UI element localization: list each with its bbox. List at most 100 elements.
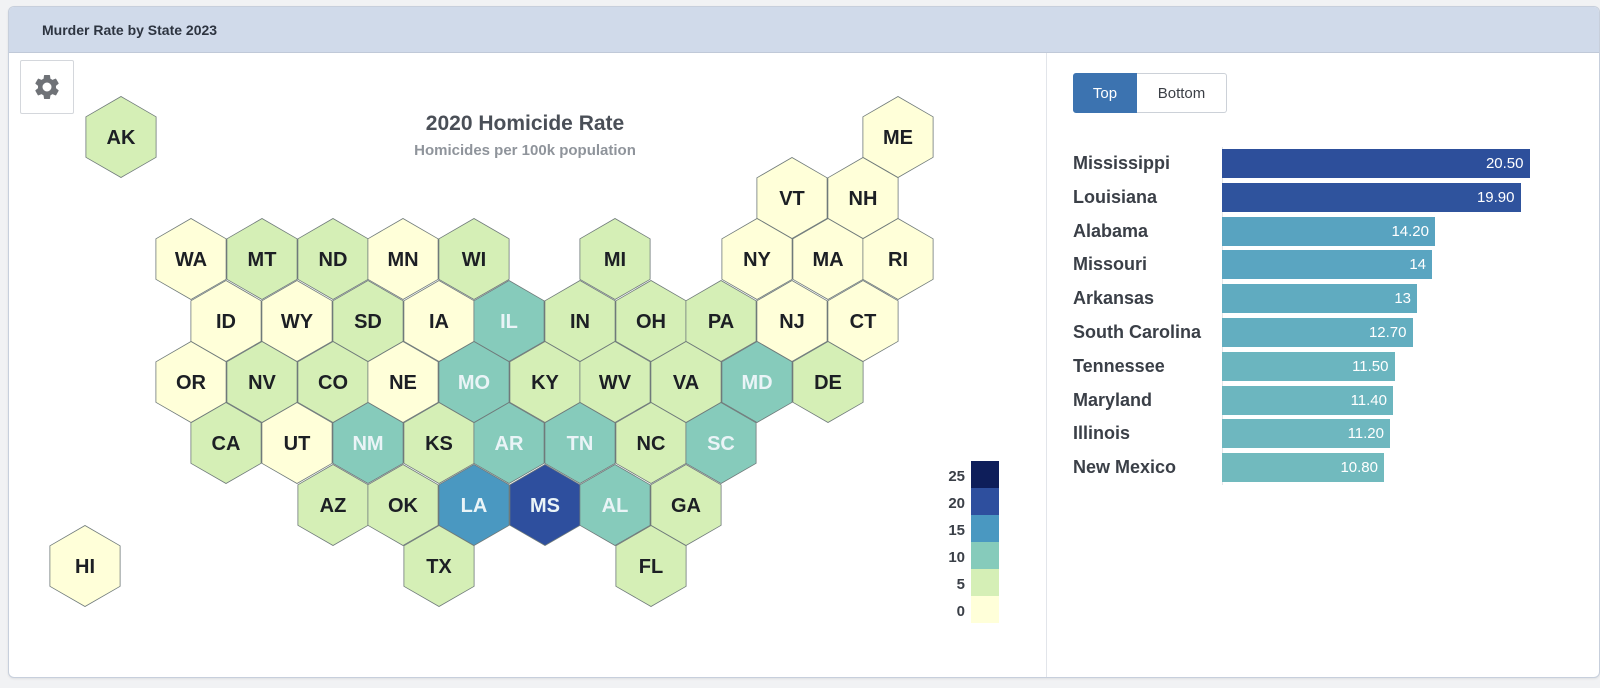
state-hex-shape[interactable] bbox=[579, 218, 651, 300]
map-pane: 2020 Homicide Rate Homicides per 100k po… bbox=[9, 53, 1044, 677]
state-hex-ny[interactable]: NY bbox=[721, 218, 793, 300]
settings-button[interactable] bbox=[20, 60, 74, 114]
state-hex-shape[interactable] bbox=[155, 218, 227, 300]
ranking-row[interactable]: Mississippi 20.50 bbox=[1047, 147, 1599, 181]
state-hex-fl[interactable]: FL bbox=[615, 525, 687, 607]
ranking-bar[interactable]: 12.70 bbox=[1222, 317, 1413, 347]
state-hex-nj[interactable]: NJ bbox=[756, 280, 828, 362]
state-hex-shape[interactable] bbox=[332, 402, 404, 484]
ranking-bar[interactable]: 19.90 bbox=[1222, 182, 1521, 212]
state-hex-ak[interactable]: AK bbox=[85, 96, 157, 178]
legend-tick: 25 bbox=[948, 468, 965, 485]
state-hex-nm[interactable]: NM bbox=[332, 402, 404, 484]
ranking-bar[interactable]: 10.80 bbox=[1222, 453, 1384, 483]
state-hex-oh[interactable]: OH bbox=[615, 280, 687, 362]
state-hex-ri[interactable]: RI bbox=[862, 218, 934, 300]
state-hex-shape[interactable] bbox=[792, 341, 864, 423]
state-hex-ne[interactable]: NE bbox=[367, 341, 439, 423]
state-hex-ky[interactable]: KY bbox=[509, 341, 581, 423]
state-hex-ct[interactable]: CT bbox=[827, 280, 899, 362]
state-hex-tx[interactable]: TX bbox=[403, 525, 475, 607]
state-hex-mn[interactable]: MN bbox=[367, 218, 439, 300]
state-label-tn: TN bbox=[567, 433, 594, 455]
ranking-bar[interactable]: 13 bbox=[1222, 284, 1417, 314]
state-hex-pa[interactable]: PA bbox=[685, 280, 757, 362]
ranking-bar[interactable]: 14 bbox=[1222, 250, 1432, 280]
ranking-row[interactable]: Louisiana 19.90 bbox=[1047, 181, 1599, 215]
state-hex-shape[interactable] bbox=[49, 525, 121, 607]
state-hex-mt[interactable]: MT bbox=[226, 218, 298, 300]
state-hex-il[interactable]: IL bbox=[473, 280, 545, 362]
state-hex-id[interactable]: ID bbox=[190, 280, 262, 362]
state-hex-de[interactable]: DE bbox=[792, 341, 864, 423]
state-hex-mi[interactable]: MI bbox=[579, 218, 651, 300]
state-hex-me[interactable]: ME bbox=[862, 96, 934, 178]
ranking-row[interactable]: New Mexico 10.80 bbox=[1047, 451, 1599, 485]
state-label-pa: PA bbox=[708, 311, 734, 333]
ranking-bar[interactable]: 14.20 bbox=[1222, 216, 1435, 246]
state-label-nm: NM bbox=[352, 433, 383, 455]
state-hex-shape[interactable] bbox=[685, 402, 757, 484]
bottom-button[interactable]: Bottom bbox=[1137, 73, 1227, 113]
state-hex-mo[interactable]: MO bbox=[438, 341, 510, 423]
ranking-state-label: Mississippi bbox=[1073, 153, 1171, 173]
state-hex-shape[interactable] bbox=[85, 96, 157, 178]
state-label-or: OR bbox=[176, 372, 207, 394]
state-label-ky: KY bbox=[531, 372, 559, 394]
ranking-bar[interactable]: 20.50 bbox=[1222, 149, 1530, 178]
state-hex-wi[interactable]: WI bbox=[438, 218, 510, 300]
state-hex-wa[interactable]: WA bbox=[155, 218, 227, 300]
state-hex-ca[interactable]: CA bbox=[190, 402, 262, 484]
ranking-state-label: Alabama bbox=[1073, 220, 1149, 241]
state-hex-shape[interactable] bbox=[615, 525, 687, 607]
state-hex-tn[interactable]: TN bbox=[544, 402, 616, 484]
state-hex-shape[interactable] bbox=[721, 218, 793, 300]
ranking-bar[interactable]: 11.20 bbox=[1222, 419, 1390, 449]
state-label-ia: IA bbox=[429, 311, 449, 333]
state-hex-shape[interactable] bbox=[721, 341, 793, 423]
state-hex-sc[interactable]: SC bbox=[685, 402, 757, 484]
state-hex-hi[interactable]: HI bbox=[49, 525, 121, 607]
ranking-row[interactable]: Tennessee 11.50 bbox=[1047, 350, 1599, 384]
state-hex-shape[interactable] bbox=[579, 464, 651, 546]
state-hex-shape[interactable] bbox=[190, 402, 262, 484]
state-hex-shape[interactable] bbox=[438, 218, 510, 300]
state-hex-ar[interactable]: AR bbox=[473, 402, 545, 484]
state-hex-ga[interactable]: GA bbox=[650, 464, 722, 546]
state-label-mo: MO bbox=[458, 372, 490, 394]
ranking-row[interactable]: Alabama 14.20 bbox=[1047, 215, 1599, 249]
state-hex-va[interactable]: VA bbox=[650, 341, 722, 423]
ranking-state-label: Illinois bbox=[1073, 423, 1131, 444]
ranking-row[interactable]: Missouri 14 bbox=[1047, 248, 1599, 282]
state-hex-ut[interactable]: UT bbox=[261, 402, 333, 484]
ranking-row[interactable]: Maryland 11.40 bbox=[1047, 384, 1599, 418]
state-hex-ks[interactable]: KS bbox=[403, 402, 475, 484]
legend-tick: 5 bbox=[957, 576, 965, 593]
state-label-tx: TX bbox=[426, 556, 452, 578]
ranking-row[interactable]: South Carolina 12.70 bbox=[1047, 316, 1599, 350]
ranking-row[interactable]: Illinois 11.20 bbox=[1047, 417, 1599, 451]
ranking-bar[interactable]: 11.50 bbox=[1222, 351, 1395, 381]
state-hex-ok[interactable]: OK bbox=[367, 464, 439, 546]
state-hex-or[interactable]: OR bbox=[155, 341, 227, 423]
legend-swatch bbox=[971, 515, 999, 542]
ranking-bar[interactable]: 11.40 bbox=[1222, 385, 1393, 415]
state-hex-shape[interactable] bbox=[544, 402, 616, 484]
state-hex-shape[interactable] bbox=[862, 218, 934, 300]
state-hex-vt[interactable]: VT bbox=[756, 157, 828, 239]
state-hex-shape[interactable] bbox=[261, 402, 333, 484]
ranking-row[interactable]: Arkansas 13 bbox=[1047, 282, 1599, 316]
state-hex-shape[interactable] bbox=[473, 402, 545, 484]
state-hex-md[interactable]: MD bbox=[721, 341, 793, 423]
state-hex-shape[interactable] bbox=[367, 218, 439, 300]
state-hex-la[interactable]: LA bbox=[438, 464, 510, 546]
state-hex-shape[interactable] bbox=[367, 464, 439, 546]
top-button[interactable]: Top bbox=[1073, 73, 1137, 113]
state-hex-wv[interactable]: WV bbox=[579, 341, 651, 423]
state-hex-al[interactable]: AL bbox=[579, 464, 651, 546]
state-hex-shape[interactable] bbox=[403, 525, 475, 607]
state-label-ca: CA bbox=[212, 433, 241, 455]
state-hex-ia[interactable]: IA bbox=[403, 280, 475, 362]
state-hex-in[interactable]: IN bbox=[544, 280, 616, 362]
state-hex-shape[interactable] bbox=[226, 218, 298, 300]
